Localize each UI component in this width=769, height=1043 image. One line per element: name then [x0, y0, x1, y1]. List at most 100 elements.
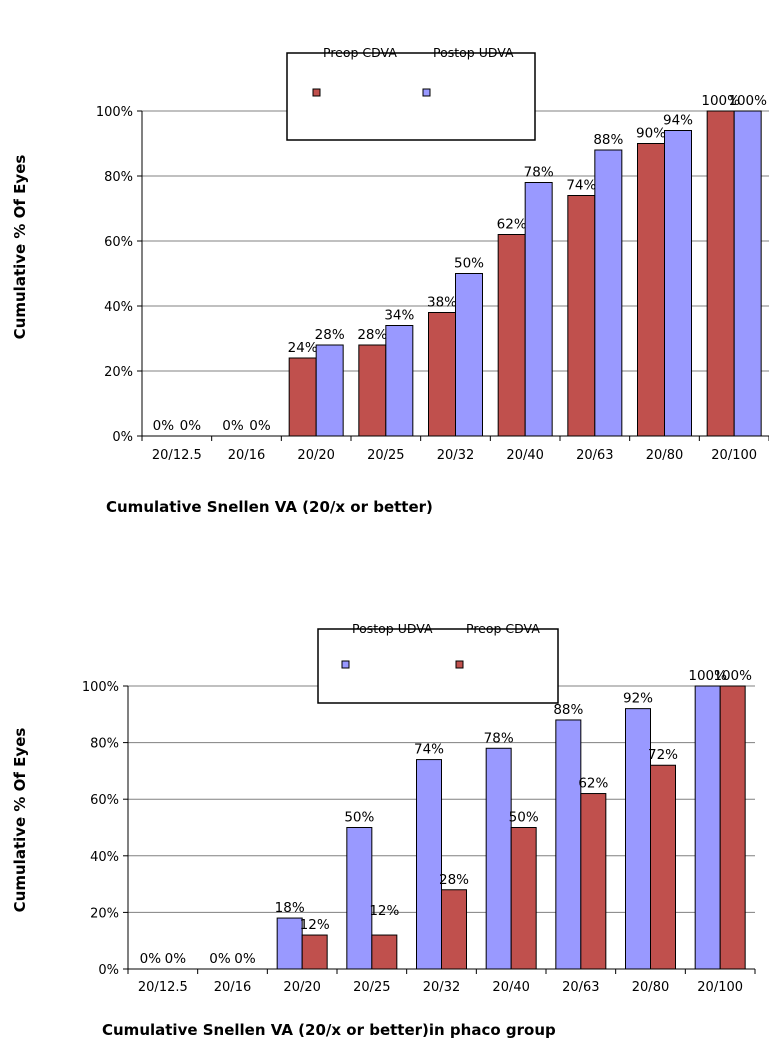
x-tick-label: 20/80	[632, 980, 669, 995]
bar	[637, 143, 665, 437]
data-label: 50%	[509, 810, 539, 826]
data-label: 28%	[439, 872, 469, 888]
bar	[485, 747, 512, 970]
data-label: 0%	[209, 951, 231, 967]
data-label: 62%	[497, 217, 527, 233]
x-tick-label: 20/20	[297, 448, 334, 463]
x-tick-label: 20/16	[214, 980, 251, 995]
y-tick-label: 60%	[104, 235, 133, 250]
y-tick-label: 40%	[104, 300, 133, 315]
data-label: 88%	[553, 702, 583, 718]
data-label: 62%	[578, 776, 608, 792]
bar	[416, 759, 442, 970]
x-tick-label: 20/100	[697, 980, 743, 995]
data-label: 100%	[713, 668, 752, 684]
data-label: 28%	[357, 327, 387, 343]
x-axis-title: Cumulative Snellen VA (20/x or better)	[106, 498, 433, 516]
bar	[555, 719, 582, 970]
bar	[567, 195, 596, 437]
bar	[315, 344, 344, 437]
data-label: 38%	[427, 295, 457, 311]
legend-box	[286, 52, 536, 141]
y-tick-label: 20%	[104, 365, 133, 380]
data-label: 34%	[384, 308, 414, 324]
bar	[346, 827, 373, 970]
bar	[706, 110, 735, 437]
data-label: 88%	[593, 132, 623, 148]
y-axis-title: Cumulative % Of Eyes	[11, 155, 29, 340]
x-tick-label: 20/12.5	[138, 980, 188, 995]
y-tick-label: 20%	[90, 906, 119, 921]
x-tick-label: 20/63	[562, 980, 599, 995]
bar	[719, 685, 746, 970]
data-label: 74%	[566, 178, 596, 194]
bar	[428, 312, 456, 437]
data-label: 12%	[369, 903, 399, 919]
data-label: 50%	[454, 256, 484, 272]
data-label: 92%	[623, 691, 653, 707]
bar	[594, 149, 623, 437]
x-tick-label: 20/32	[423, 980, 460, 995]
bar	[694, 685, 721, 970]
x-tick-label: 20/80	[646, 448, 683, 463]
bar	[288, 357, 317, 437]
y-tick-label: 100%	[96, 105, 133, 120]
x-tick-label: 20/100	[711, 448, 757, 463]
y-tick-label: 0%	[98, 963, 119, 978]
data-label: 0%	[140, 951, 162, 967]
legend-swatch	[312, 88, 321, 97]
data-label: 24%	[288, 340, 318, 356]
bar	[625, 708, 651, 970]
bar	[733, 110, 762, 437]
legend-box	[317, 628, 559, 704]
legend-swatch	[455, 660, 464, 669]
x-tick-label: 20/63	[576, 448, 613, 463]
x-tick-label: 20/25	[353, 980, 390, 995]
y-tick-label: 80%	[90, 737, 119, 752]
legend-label: Postop UDVA	[433, 45, 514, 60]
bar	[455, 273, 483, 437]
y-tick-label: 0%	[112, 430, 133, 445]
bar	[664, 130, 692, 437]
data-label: 0%	[234, 951, 256, 967]
bar	[580, 793, 607, 970]
data-label: 18%	[275, 900, 305, 916]
y-tick-label: 60%	[90, 793, 119, 808]
legend-label: Preop CDVA	[466, 621, 540, 636]
bar	[301, 934, 328, 970]
x-tick-label: 20/12.5	[152, 448, 202, 463]
x-axis-title: Cumulative Snellen VA (20/x or better)in…	[102, 1021, 556, 1039]
bar	[371, 934, 398, 970]
bar	[524, 182, 553, 437]
y-axis-title: Cumulative % Of Eyes	[11, 728, 29, 913]
x-tick-label: 20/16	[228, 448, 265, 463]
data-label: 72%	[648, 747, 678, 763]
x-tick-label: 20/25	[367, 448, 404, 463]
x-tick-label: 20/40	[506, 448, 543, 463]
bar	[650, 764, 676, 970]
legend-label: Postop UDVA	[352, 621, 433, 636]
y-tick-label: 100%	[82, 680, 119, 695]
data-label: 78%	[484, 730, 514, 746]
x-tick-label: 20/32	[437, 448, 474, 463]
bar	[276, 917, 303, 970]
data-label: 0%	[165, 951, 187, 967]
data-label: 0%	[249, 418, 271, 434]
x-tick-label: 20/40	[492, 980, 529, 995]
data-label: 74%	[414, 742, 444, 758]
data-label: 78%	[524, 165, 554, 181]
bar	[497, 234, 526, 437]
bar	[510, 827, 537, 970]
data-label: 0%	[222, 418, 244, 434]
data-label: 100%	[728, 93, 767, 109]
data-label: 28%	[315, 327, 345, 343]
data-label: 12%	[300, 917, 330, 933]
data-label: 0%	[180, 418, 202, 434]
y-tick-label: 80%	[104, 170, 133, 185]
x-tick-label: 20/20	[283, 980, 320, 995]
y-tick-label: 40%	[90, 850, 119, 865]
data-label: 100%	[701, 93, 740, 109]
data-label: 90%	[636, 126, 666, 142]
legend-label: Preop CDVA	[323, 45, 397, 60]
